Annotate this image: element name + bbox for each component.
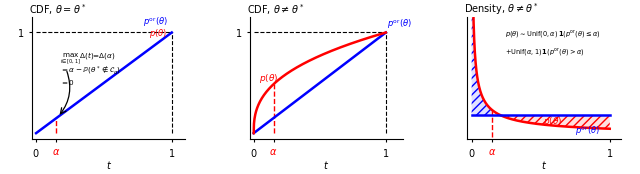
Text: $= 0$: $= 0$	[61, 78, 76, 87]
Text: $p(\theta)$: $p(\theta)$	[259, 72, 278, 85]
Text: CDF, $\theta \neq \theta^*$: CDF, $\theta \neq \theta^*$	[246, 3, 304, 17]
Text: $p^{\mathrm{or}}(\theta)$: $p^{\mathrm{or}}(\theta)$	[387, 18, 412, 31]
X-axis label: $t$: $t$	[323, 159, 330, 171]
Text: CDF, $\theta = \theta^*$: CDF, $\theta = \theta^*$	[29, 3, 86, 17]
Text: $+\mathrm{Unif}(\alpha,1)\,\mathbf{1}(p^{\mathrm{or}}(\theta) > \alpha)$: $+\mathrm{Unif}(\alpha,1)\,\mathbf{1}(p^…	[505, 47, 584, 58]
Text: $p^{\mathrm{or}}(\theta)$: $p^{\mathrm{or}}(\theta)$	[575, 124, 600, 138]
Text: $p^{\mathrm{or}}(\theta)$: $p^{\mathrm{or}}(\theta)$	[143, 16, 168, 29]
Text: $p(\theta)$: $p(\theta)$	[543, 115, 563, 128]
Text: $p(\theta)$: $p(\theta)$	[149, 27, 168, 39]
X-axis label: $t$: $t$	[106, 159, 112, 171]
X-axis label: $t$: $t$	[541, 159, 547, 171]
Text: $p(\theta)\sim \mathrm{Unif}(0,\alpha)\,\mathbf{1}(p^{\mathrm{or}}(\theta)\leq\a: $p(\theta)\sim \mathrm{Unif}(0,\alpha)\,…	[505, 29, 600, 41]
Text: $= \alpha - \mathbb{P}(\theta^* \notin \mathcal{C}_\alpha)$: $= \alpha - \mathbb{P}(\theta^* \notin \…	[61, 65, 122, 77]
Text: $\max_{t\in[0,1]} \Delta(t) = \Delta(\alpha)$: $\max_{t\in[0,1]} \Delta(t) = \Delta(\al…	[61, 50, 116, 66]
Text: Density, $\theta \neq \theta^*$: Density, $\theta \neq \theta^*$	[465, 2, 539, 17]
